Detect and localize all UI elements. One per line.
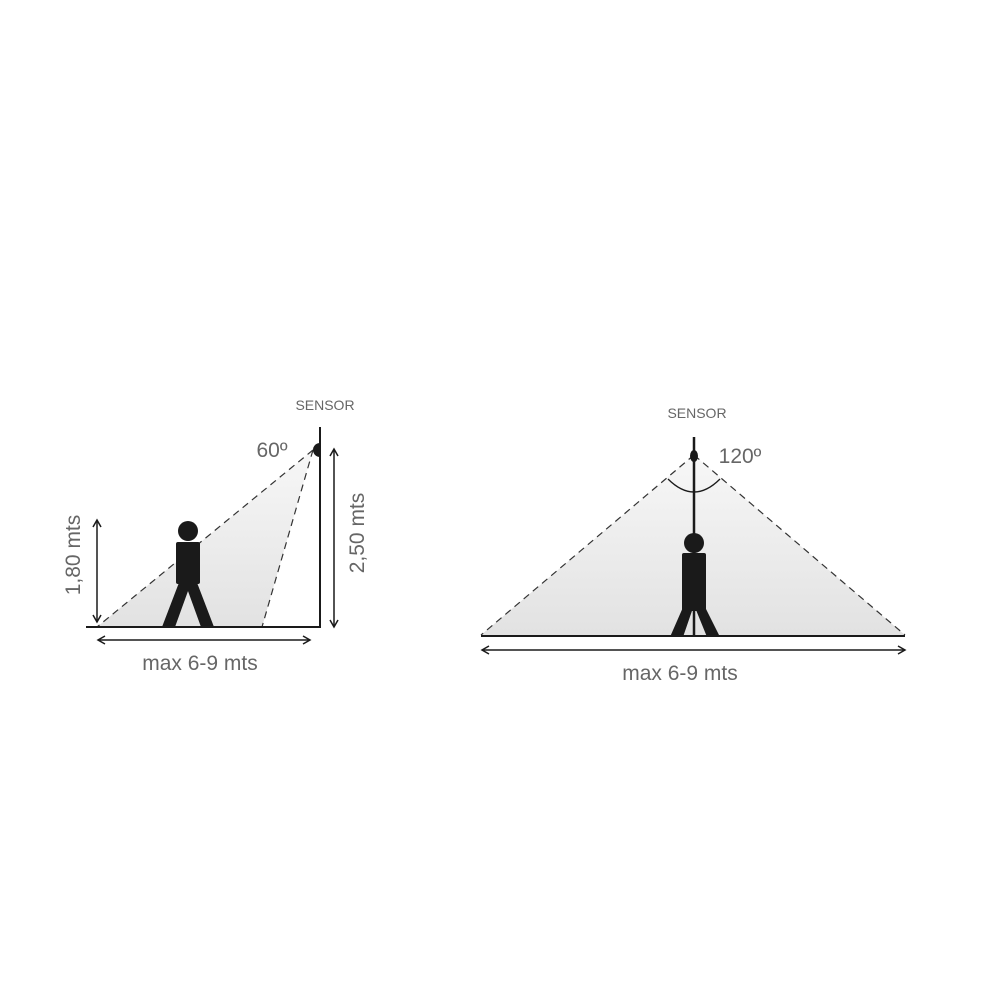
angle-label: 120º [719, 445, 762, 468]
person-icon [162, 521, 214, 627]
front-view: SENSOR 120º max 6-9 mts [480, 405, 907, 685]
person-height-label: 1,80 mts [62, 515, 85, 596]
person-icon [670, 533, 720, 637]
sensor-label: SENSOR [295, 397, 354, 413]
range-label: max 6-9 mts [622, 662, 738, 685]
sensor-icon [313, 443, 320, 457]
range-label: max 6-9 mts [142, 652, 258, 675]
cone-edge-dashed [693, 454, 906, 636]
angle-label: 60º [256, 439, 287, 462]
sensor-height-label: 2,50 mts [346, 493, 369, 574]
cone-edge-dashed [480, 454, 695, 636]
cone-edge-dashed [96, 449, 314, 628]
angle-arc [667, 478, 721, 493]
sensor-label: SENSOR [667, 405, 726, 421]
side-view: SENSOR 60º 1,80 mts 2,50 mts max 6-9 mts [62, 397, 369, 675]
sensor-icon [690, 450, 698, 462]
cone-edge-dashed [261, 449, 314, 628]
